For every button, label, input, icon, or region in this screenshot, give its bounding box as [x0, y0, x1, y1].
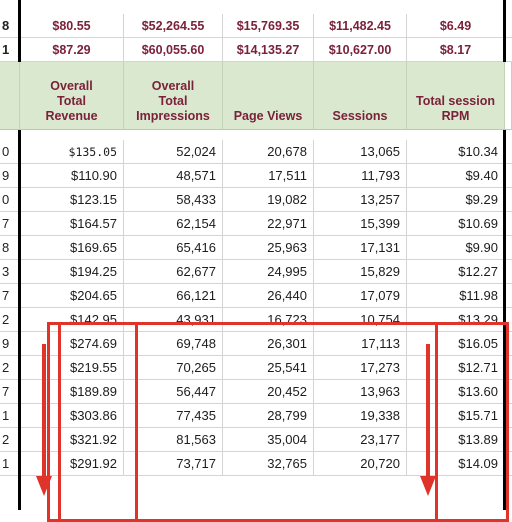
page-views-cell[interactable]: 20,678 — [223, 140, 314, 164]
revenue-cell[interactable]: $110.90 — [20, 164, 124, 188]
summary-cell[interactable]: $15,769.35 — [223, 14, 314, 38]
sessions-cell[interactable]: 15,399 — [314, 212, 407, 236]
impressions-cell[interactable]: 65,416 — [124, 236, 223, 260]
page-views-cell[interactable]: 24,995 — [223, 260, 314, 284]
sessions-cell[interactable]: 13,257 — [314, 188, 407, 212]
sessions-cell[interactable]: 23,177 — [314, 428, 407, 452]
column-border-line — [18, 130, 21, 510]
revenue-cell[interactable]: $291.92 — [20, 452, 124, 476]
header-overall-total-revenue[interactable]: Overall Total Revenue — [20, 62, 124, 130]
impressions-cell[interactable]: 66,121 — [124, 284, 223, 308]
header-overall-total-impressions[interactable]: Overall Total Impressions — [124, 62, 223, 130]
revenue-column-highlight — [58, 322, 138, 522]
sessions-cell[interactable]: 13,065 — [314, 140, 407, 164]
sessions-cell[interactable]: 11,793 — [314, 164, 407, 188]
impressions-cell[interactable]: 73,717 — [124, 452, 223, 476]
column-border-line — [503, 130, 506, 510]
header-sessions[interactable]: Sessions — [314, 62, 407, 130]
header-page-views[interactable]: Page Views — [223, 62, 314, 130]
table-row: 3 $194.25 62,677 24,995 15,829 $12.27 — [0, 260, 512, 284]
revenue-cell[interactable]: $194.25 — [20, 260, 124, 284]
table-row: 0 $135.05 52,024 20,678 13,065 $10.34 — [0, 140, 512, 164]
impressions-cell[interactable]: 70,265 — [124, 356, 223, 380]
edge-cell[interactable] — [505, 236, 512, 260]
table-row: 7 $164.57 62,154 22,971 15,399 $10.69 — [0, 212, 512, 236]
revenue-cell[interactable]: $123.15 — [20, 188, 124, 212]
summary-row: 8 $80.55 $52,264.55 $15,769.35 $11,482.4… — [0, 14, 512, 38]
edge-cell[interactable] — [505, 164, 512, 188]
rpm-column-highlight — [435, 322, 505, 522]
sessions-cell[interactable]: 17,113 — [314, 332, 407, 356]
edge-cell[interactable] — [505, 284, 512, 308]
impressions-cell[interactable]: 56,447 — [124, 380, 223, 404]
arrow-down-icon — [36, 344, 52, 496]
arrow-down-icon — [420, 344, 436, 496]
edge-cell[interactable] — [505, 260, 512, 284]
sessions-cell[interactable]: 17,131 — [314, 236, 407, 260]
revenue-cell[interactable]: $219.55 — [20, 356, 124, 380]
impressions-cell[interactable]: 58,433 — [124, 188, 223, 212]
sessions-cell[interactable]: 17,273 — [314, 356, 407, 380]
impressions-cell[interactable]: 52,024 — [124, 140, 223, 164]
annotation-arrows — [36, 344, 436, 496]
impressions-cell[interactable]: 62,154 — [124, 212, 223, 236]
summary-cell[interactable]: $10,627.00 — [314, 38, 407, 62]
page-views-cell[interactable]: 17,511 — [223, 164, 314, 188]
page-views-cell[interactable]: 25,541 — [223, 356, 314, 380]
page-views-cell[interactable]: 25,963 — [223, 236, 314, 260]
column-header-row: Overall Total Revenue Overall Total Impr… — [0, 62, 512, 130]
table-row: 7 $189.89 56,447 20,452 13,963 $13.60 — [0, 380, 512, 404]
summary-cell[interactable]: $60,055.60 — [124, 38, 223, 62]
impressions-cell[interactable]: 81,563 — [124, 428, 223, 452]
revenue-cell[interactable]: $164.57 — [20, 212, 124, 236]
table-row: 7 $204.65 66,121 26,440 17,079 $11.98 — [0, 284, 512, 308]
page-views-cell[interactable]: 28,799 — [223, 404, 314, 428]
revenue-cell[interactable]: $274.69 — [20, 332, 124, 356]
table-row: 1 $291.92 73,717 32,765 20,720 $14.09 — [0, 452, 512, 476]
page-views-cell[interactable]: 20,452 — [223, 380, 314, 404]
column-border-line — [503, 0, 506, 62]
sessions-cell[interactable]: 15,829 — [314, 260, 407, 284]
sessions-cell[interactable]: 17,079 — [314, 284, 407, 308]
table-row: 9 $110.90 48,571 17,511 11,793 $9.40 — [0, 164, 512, 188]
summary-cell-edge[interactable] — [505, 38, 512, 62]
revenue-cell[interactable]: $189.89 — [20, 380, 124, 404]
revenue-cell[interactable]: $321.92 — [20, 428, 124, 452]
page-views-cell[interactable]: 35,004 — [223, 428, 314, 452]
sessions-cell[interactable]: 19,338 — [314, 404, 407, 428]
revenue-cell[interactable]: $135.05 — [20, 140, 124, 164]
edge-cell[interactable] — [505, 140, 512, 164]
impressions-cell[interactable]: 77,435 — [124, 404, 223, 428]
page-views-cell[interactable]: 32,765 — [223, 452, 314, 476]
revenue-cell[interactable]: $204.65 — [20, 284, 124, 308]
table-row: 8 $169.65 65,416 25,963 17,131 $9.90 — [0, 236, 512, 260]
summary-cell-edge[interactable] — [505, 14, 512, 38]
page-views-cell[interactable]: 19,082 — [223, 188, 314, 212]
summary-row: 1 $87.29 $60,055.60 $14,135.27 $10,627.0… — [0, 38, 512, 62]
page-views-cell[interactable]: 26,301 — [223, 332, 314, 356]
impressions-cell[interactable]: 69,748 — [124, 332, 223, 356]
summary-cell[interactable]: $11,482.45 — [314, 14, 407, 38]
summary-cell[interactable]: $52,264.55 — [124, 14, 223, 38]
table-row: 1 $303.86 77,435 28,799 19,338 $15.71 — [0, 404, 512, 428]
edge-cell[interactable] — [505, 212, 512, 236]
impressions-cell[interactable]: 48,571 — [124, 164, 223, 188]
impressions-cell[interactable]: 62,677 — [124, 260, 223, 284]
edge-cell[interactable] — [505, 188, 512, 212]
summary-cell[interactable]: $14,135.27 — [223, 38, 314, 62]
header-total-session-rpm[interactable]: Total session RPM — [407, 62, 505, 130]
summary-cell[interactable]: $87.29 — [20, 38, 124, 62]
sessions-cell[interactable]: 13,963 — [314, 380, 407, 404]
header-cell-blank[interactable] — [0, 62, 20, 130]
revenue-cell[interactable]: $169.65 — [20, 236, 124, 260]
table-row: 0 $123.15 58,433 19,082 13,257 $9.29 — [0, 188, 512, 212]
page-views-cell[interactable]: 26,440 — [223, 284, 314, 308]
revenue-cell[interactable]: $303.86 — [20, 404, 124, 428]
summary-cell[interactable]: $80.55 — [20, 14, 124, 38]
page-views-cell[interactable]: 22,971 — [223, 212, 314, 236]
sessions-cell[interactable]: 20,720 — [314, 452, 407, 476]
column-border-line — [18, 0, 21, 62]
